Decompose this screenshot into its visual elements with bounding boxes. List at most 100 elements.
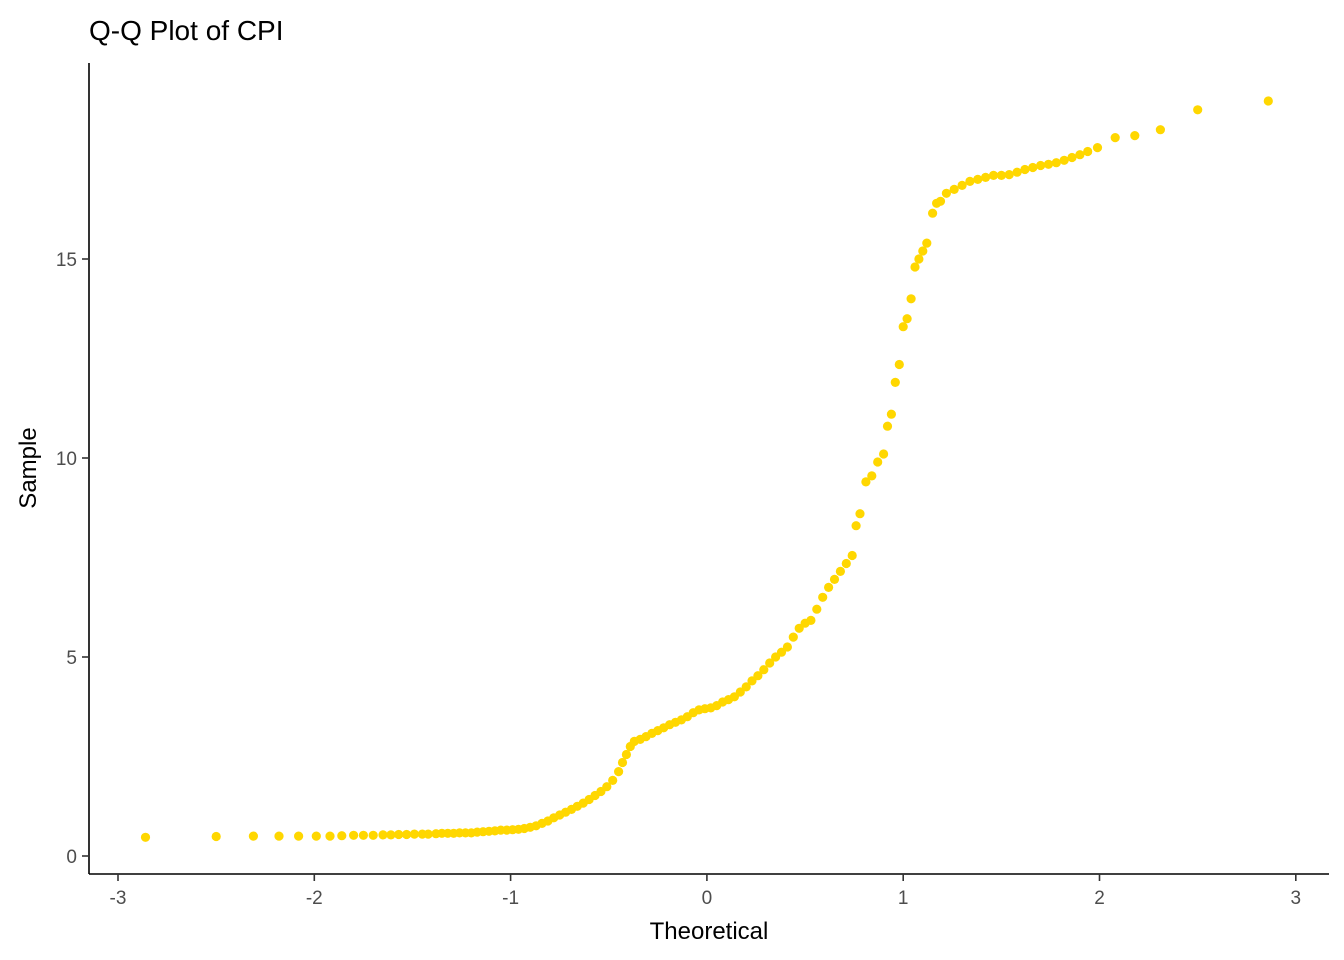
data-point	[765, 658, 775, 668]
data-point	[1004, 170, 1014, 180]
data-point	[1043, 159, 1054, 169]
data-point	[358, 830, 368, 840]
data-point	[1012, 167, 1022, 177]
data-point	[965, 176, 975, 186]
data-point	[812, 604, 822, 614]
data-point	[851, 521, 861, 531]
data-point	[824, 582, 834, 593]
data-point	[1155, 125, 1165, 135]
x-axis-ticks: -3 -2 -1 0 1 2 3	[110, 874, 1302, 909]
data-point	[841, 558, 851, 569]
data-point	[1110, 133, 1120, 143]
data-point	[1193, 105, 1203, 115]
data-point	[894, 359, 904, 370]
data-point	[1092, 143, 1103, 153]
data-point	[248, 831, 258, 841]
data-point	[914, 254, 924, 264]
x-tick-label: 2	[1094, 888, 1105, 909]
data-point	[1130, 131, 1140, 141]
data-point	[806, 615, 816, 626]
data-point	[855, 509, 865, 519]
data-point	[1067, 152, 1077, 163]
data-point	[949, 184, 959, 194]
data-point	[818, 592, 828, 602]
data-point	[879, 449, 889, 459]
data-point	[378, 830, 388, 840]
data-point	[747, 676, 757, 686]
data-point	[1075, 150, 1085, 160]
data-point	[847, 550, 857, 561]
data-point	[349, 830, 359, 840]
y-axis-ticks: 0 5 10 15	[56, 250, 89, 868]
chart-title: Q-Q Plot of CPI	[89, 15, 284, 46]
data-point	[311, 831, 321, 841]
data-point	[759, 665, 769, 675]
y-tick-label: 0	[66, 847, 77, 868]
data-point	[981, 172, 991, 182]
data-point	[614, 767, 624, 777]
data-point	[741, 682, 751, 692]
y-tick-label: 10	[56, 449, 77, 470]
data-point	[1263, 96, 1273, 106]
data-point	[409, 829, 419, 839]
data-point	[882, 421, 893, 431]
data-point	[140, 832, 151, 842]
data-point	[617, 757, 628, 768]
data-point	[935, 196, 946, 206]
data-point	[996, 170, 1007, 180]
data-point	[337, 831, 347, 841]
data-point	[1020, 164, 1030, 175]
x-tick-label: -2	[306, 888, 323, 909]
data-point	[988, 170, 999, 180]
data-point	[608, 775, 618, 786]
data-point	[621, 749, 632, 760]
data-point	[957, 180, 967, 190]
data-point	[753, 671, 763, 681]
data-point	[898, 322, 908, 332]
data-point	[902, 314, 912, 324]
data-point	[835, 566, 846, 577]
data-point	[1083, 146, 1093, 157]
data-point	[922, 238, 932, 248]
data-point	[1036, 160, 1046, 171]
data-point	[886, 409, 897, 419]
data-point	[1028, 162, 1038, 173]
data-point	[941, 188, 952, 198]
data-point	[829, 574, 840, 585]
data-point	[928, 208, 938, 218]
x-tick-label: 3	[1291, 888, 1302, 909]
data-point	[294, 831, 304, 841]
data-point	[782, 642, 793, 652]
x-tick-label: 0	[702, 888, 713, 909]
x-tick-label: -1	[502, 888, 519, 909]
data-point	[910, 262, 920, 272]
data-point	[890, 377, 900, 387]
data-point	[973, 174, 983, 184]
data-point	[423, 829, 433, 839]
data-point	[386, 830, 396, 840]
data-point	[867, 471, 877, 481]
data-point	[602, 782, 612, 792]
data-point	[776, 647, 787, 657]
data-point	[325, 831, 335, 841]
data-point	[1059, 155, 1069, 165]
x-tick-label: -3	[110, 888, 127, 909]
data-point	[402, 829, 412, 840]
x-tick-label: 1	[898, 888, 909, 909]
y-axis-title: Sample	[15, 427, 42, 508]
data-point	[368, 830, 378, 840]
data-point	[274, 831, 284, 841]
data-point	[873, 457, 883, 467]
y-tick-label: 5	[66, 648, 77, 669]
y-tick-label: 15	[56, 250, 77, 271]
data-point	[788, 632, 798, 642]
data-point	[918, 246, 928, 256]
data-points	[140, 96, 1273, 842]
data-point	[861, 477, 871, 487]
x-axis-title: Theoretical	[650, 918, 769, 945]
data-point	[906, 294, 916, 304]
data-point	[211, 831, 221, 842]
data-point	[394, 829, 404, 840]
data-point	[1051, 158, 1061, 168]
